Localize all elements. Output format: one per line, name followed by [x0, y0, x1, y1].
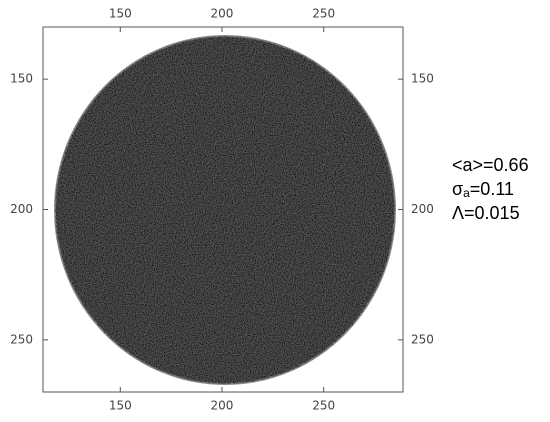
sigma-subscript: a: [463, 186, 470, 200]
sigma-symbol: σ: [452, 179, 463, 199]
y-tick-label: 250: [10, 332, 33, 346]
axes: 150 150 200 200 250 250 150 150 200 200 250 250: [10, 7, 434, 413]
x-tick-label: 200: [211, 399, 234, 413]
annotation-lambda: Λ=0.015: [452, 203, 520, 223]
y-tick-label: 200: [10, 202, 33, 216]
sigma-value: =0.11: [470, 179, 514, 199]
disk-noise: [55, 36, 395, 384]
y-tick-label-right: 150: [411, 72, 434, 86]
annotation-sigma: σa=0.11: [452, 179, 514, 200]
x-tick-label: 250: [312, 399, 335, 413]
y-tick-label-right: 250: [411, 332, 434, 346]
x-tick-label: 150: [109, 399, 132, 413]
x-tick-label-top: 200: [211, 7, 234, 21]
y-tick-label-right: 200: [411, 202, 434, 216]
x-tick-label-top: 150: [109, 7, 132, 21]
annotation-mean: <a>=0.66: [452, 155, 529, 175]
y-tick-label: 150: [10, 72, 33, 86]
x-tick-label-top: 250: [312, 7, 335, 21]
